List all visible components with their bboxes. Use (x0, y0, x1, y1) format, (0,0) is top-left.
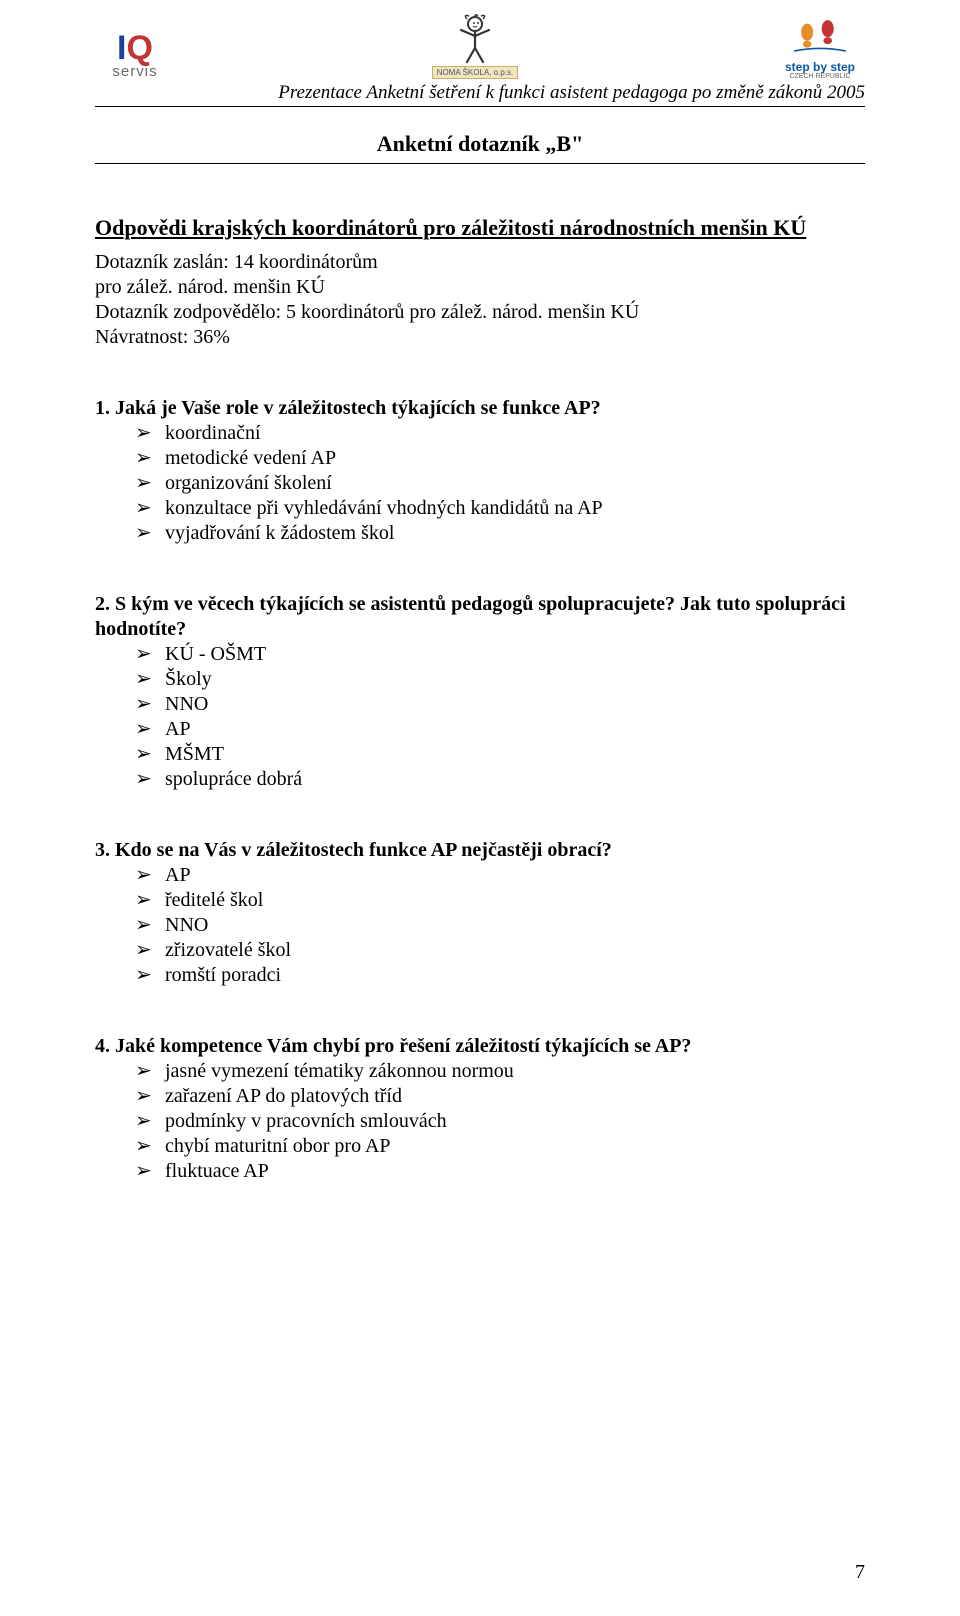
logo-sbs-sub: CZECH REPUBLIC (789, 73, 850, 80)
list-item: koordinační (135, 421, 865, 446)
logo-iq-servis: IQ servis (95, 31, 175, 80)
answer-list: jasné vymezení tématiky zákonnou normou … (95, 1059, 865, 1184)
list-item: MŠMT (135, 742, 865, 767)
list-item: zřizovatelé škol (135, 938, 865, 963)
logo-sbs-text2: by step (813, 60, 855, 74)
list-item: chybí maturitní obor pro AP (135, 1134, 865, 1159)
list-item: podmínky v pracovních smlouvách (135, 1109, 865, 1134)
logo-sbs-line1: step by step (785, 60, 855, 74)
page: IQ servis NOMA ŠKOLA, o.p.s. (0, 0, 960, 1616)
list-item: NNO (135, 692, 865, 717)
answer-list: koordinační metodické vedení AP organizo… (95, 421, 865, 546)
question-block: 4. Jaké kompetence Vám chybí pro řešení … (95, 1034, 865, 1184)
list-item: KÚ - OŠMT (135, 642, 865, 667)
page-number: 7 (855, 1561, 865, 1584)
list-item: jasné vymezení tématiky zákonnou normou (135, 1059, 865, 1084)
logo-iq-sub: servis (112, 63, 157, 80)
logo-sbs-text1: step (785, 60, 810, 74)
list-item: spolupráce dobrá (135, 767, 865, 792)
question-text: 3. Kdo se na Vás v záležitostech funkce … (95, 838, 865, 863)
document-title: Anketní dotazník „B" (95, 131, 865, 157)
meta-line: Dotazník zodpovědělo: 5 koordinátorů pro… (95, 300, 865, 325)
logo-center-sub: NOMA ŠKOLA, o.p.s. (432, 66, 518, 79)
list-item: vyjadřování k žádostem škol (135, 521, 865, 546)
list-item: konzultace při vyhledávání vhodných kand… (135, 496, 865, 521)
list-item: romští poradci (135, 963, 865, 988)
footsteps-icon (790, 17, 850, 61)
list-item: fluktuace AP (135, 1159, 865, 1184)
title-rule (95, 163, 865, 164)
meta-block: Dotazník zaslán: 14 koordinátorům pro zá… (95, 250, 865, 350)
question-text: 2. S kým ve věcech týkajících se asisten… (95, 592, 865, 642)
list-item: zařazení AP do platových tříd (135, 1084, 865, 1109)
meta-line: pro zálež. národ. menšin KÚ (95, 275, 865, 300)
question-block: 3. Kdo se na Vás v záležitostech funkce … (95, 838, 865, 988)
logo-iq-letter-i: I (117, 31, 126, 65)
answer-list: KÚ - OŠMT Školy NNO AP MŠMT spolupráce d… (95, 642, 865, 792)
list-item: metodické vedení AP (135, 446, 865, 471)
list-item: NNO (135, 913, 865, 938)
header-logos: IQ servis NOMA ŠKOLA, o.p.s. (95, 10, 865, 80)
list-item: AP (135, 717, 865, 742)
logo-step-by-step: step by step CZECH REPUBLIC (775, 17, 865, 80)
meta-line: Dotazník zaslán: 14 koordinátorům (95, 250, 865, 275)
question-block: 2. S kým ve věcech týkajících se asisten… (95, 592, 865, 792)
list-item: AP (135, 863, 865, 888)
answer-list: AP ředitelé škol NNO zřizovatelé škol ro… (95, 863, 865, 988)
question-text: 1. Jaká je Vaše role v záležitostech týk… (95, 396, 865, 421)
meta-line: Návratnost: 36% (95, 325, 865, 350)
person-icon (445, 14, 505, 64)
logo-nova-skola: NOMA ŠKOLA, o.p.s. (420, 14, 530, 80)
logo-iq-text: IQ (117, 31, 153, 65)
question-text: 4. Jaké kompetence Vám chybí pro řešení … (95, 1034, 865, 1059)
list-item: Školy (135, 667, 865, 692)
logo-iq-letter-q: Q (127, 31, 153, 65)
list-item: ředitelé škol (135, 888, 865, 913)
question-block: 1. Jaká je Vaše role v záležitostech týk… (95, 396, 865, 546)
section-heading: Odpovědi krajských koordinátorů pro zále… (95, 214, 865, 242)
list-item: organizování školení (135, 471, 865, 496)
running-title: Prezentace Anketní šetření k funkci asis… (95, 82, 865, 107)
